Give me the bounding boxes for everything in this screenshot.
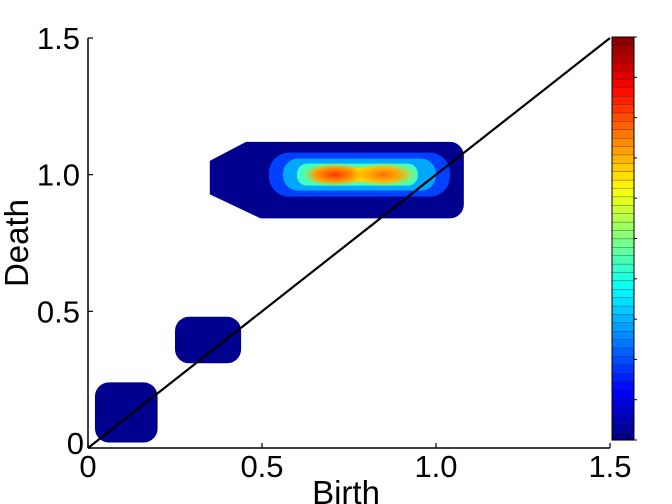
colorbar-level — [611, 255, 635, 265]
colorbar-level — [611, 238, 635, 248]
colorbar-level — [611, 339, 635, 349]
colorbar-level — [611, 95, 635, 105]
colorbar-level — [611, 145, 635, 156]
colorbar-level — [611, 213, 635, 223]
colorbar-level — [611, 70, 635, 80]
colorbar-level — [611, 381, 635, 391]
x-tick-label: 0 — [79, 449, 96, 484]
density-regions — [94, 139, 464, 443]
colorbar — [611, 36, 637, 441]
colorbar-level — [611, 364, 635, 374]
colorbar-level — [611, 187, 635, 198]
y-tick-label: 1.5 — [37, 21, 80, 56]
colorbar-level — [611, 372, 635, 382]
colorbar-level — [611, 414, 635, 424]
density-region-1 — [94, 382, 158, 443]
y-tick-label: 0.5 — [37, 294, 80, 329]
colorbar-level — [611, 154, 635, 164]
colorbar-level — [611, 171, 635, 181]
colorbar-level — [611, 45, 635, 55]
diagonal-line — [87, 37, 611, 449]
colorbar-level — [611, 53, 635, 63]
colorbar-level — [611, 62, 635, 72]
colorbar-level — [611, 36, 635, 46]
colorbar-level — [611, 305, 635, 315]
x-tick-label: 1.5 — [588, 449, 631, 484]
density-peak-2 — [349, 162, 418, 187]
x-tick-label: 1.0 — [414, 449, 457, 484]
x-tick-label: 0.5 — [240, 449, 283, 484]
colorbar-level — [611, 297, 635, 307]
colorbar-level — [611, 129, 635, 139]
colorbar-level — [611, 103, 635, 114]
y-tick-label: 0 — [67, 426, 84, 461]
region-shape-mask — [207, 193, 265, 221]
colorbar-level — [611, 162, 635, 172]
colorbar-level — [611, 137, 635, 147]
density-peaks — [301, 162, 418, 187]
colorbar-level — [611, 288, 635, 298]
colorbar-level — [611, 204, 635, 214]
colorbar-level — [611, 313, 635, 324]
x-axis-title: Birth — [312, 474, 380, 504]
colorbar-level — [611, 112, 635, 122]
colorbar-level — [611, 120, 635, 130]
colorbar-level — [611, 280, 635, 290]
region-shape-mask — [207, 139, 250, 162]
colorbar-level — [611, 389, 635, 399]
y-axis-title: Death — [0, 199, 35, 287]
colorbar-level — [611, 347, 635, 357]
colorbar-level — [611, 397, 635, 407]
density-region-2 — [175, 316, 242, 364]
colorbar-level — [611, 431, 635, 441]
colorbar-level — [611, 229, 635, 240]
colorbar-level — [611, 87, 635, 97]
colorbar-level — [611, 221, 635, 231]
colorbar-level — [611, 322, 635, 332]
colorbar-level — [611, 330, 635, 340]
colorbar-level — [611, 355, 635, 366]
colorbar-level — [611, 179, 635, 189]
y-tick-label: 1.0 — [37, 158, 80, 193]
axes — [87, 37, 611, 449]
colorbar-level — [611, 196, 635, 206]
colorbar-level — [611, 246, 635, 256]
colorbar-level — [611, 78, 635, 88]
colorbar-level — [611, 406, 635, 416]
density-peak-1 — [301, 162, 370, 187]
colorbar-level — [611, 263, 635, 273]
colorbar-level — [611, 423, 635, 433]
colorbar-level — [611, 271, 635, 282]
tick-labels: 0 0.5 1.0 1.5 0 0.5 1.0 1.5 — [37, 21, 632, 484]
